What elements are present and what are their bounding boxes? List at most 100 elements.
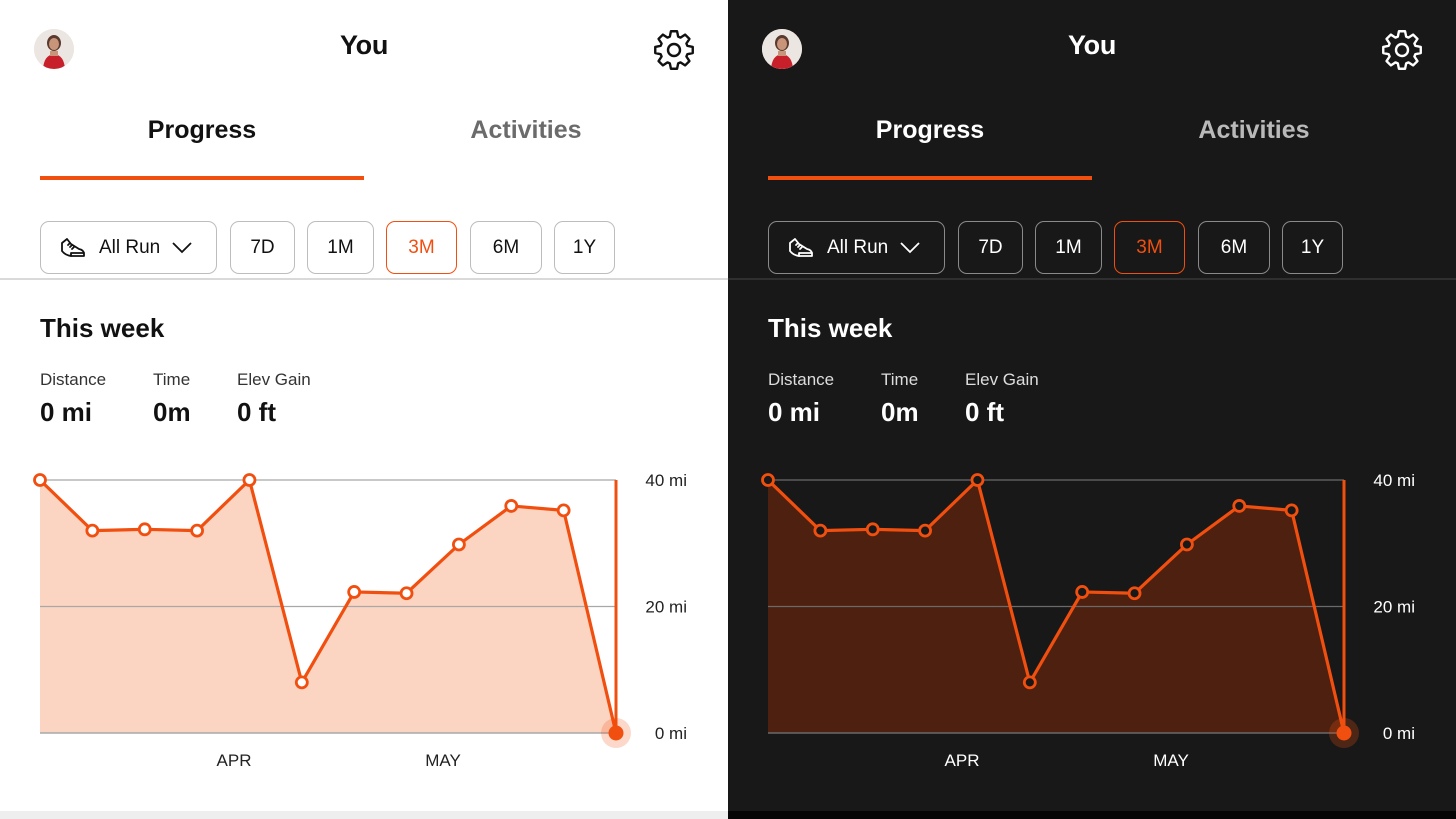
active-tab-indicator [40,176,364,180]
chevron-down-icon [172,241,192,253]
sport-type-label: All Run [99,236,161,258]
tab-bar: Progress Activities [0,100,728,280]
chart-point [1232,499,1247,513]
tab-progress[interactable]: Progress [875,116,985,144]
chart-point [294,675,309,690]
stat-time: Time 0m [881,370,919,428]
divider [0,278,728,280]
y-tick-label: 0 mi [1383,724,1415,743]
dark-theme-panel: You Progress Activities [728,0,1456,819]
range-3m-button[interactable]: 3M [386,221,457,274]
avatar[interactable] [34,29,74,69]
x-tick-label: MAY [1153,751,1189,770]
chart-point [1284,503,1299,518]
stat-label: Distance [40,370,107,389]
chart-line [38,478,618,734]
stat-distance: Distance 0 mi [40,370,106,428]
x-tick-label: APR [945,751,980,770]
shoe-icon [789,237,813,257]
light-theme-panel: You Progress Activities [0,0,728,819]
stat-value: 0 mi [768,397,821,427]
y-tick-label: 20 mi [1373,598,1415,617]
range-1y-button[interactable]: 1Y [554,221,615,274]
tab-activities[interactable]: Activities [1198,116,1310,144]
stat-label: Distance [768,370,835,389]
chevron-down-icon [900,241,920,253]
chart-point [1180,537,1194,552]
stat-elev-gain: Elev Gain 0 ft [965,370,1039,428]
range-7d-button[interactable]: 7D [230,221,295,274]
range-1m-button[interactable]: 1M [307,221,374,274]
chart-point [452,537,466,552]
stat-value: 0 ft [237,397,276,427]
chart-point [865,522,880,537]
range-6m-button[interactable]: 6M [1198,221,1270,274]
range-3m-button[interactable]: 3M [1114,221,1185,274]
range-6m-button[interactable]: 6M [470,221,542,274]
chart-point-selected [1336,725,1352,741]
header: You [728,0,1456,100]
stat-value: 0m [881,397,919,427]
chart-point [970,473,985,487]
stat-elev-gain: Elev Gain 0 ft [237,370,311,428]
this-week-heading: This week [40,313,165,343]
sport-type-label: All Run [827,236,889,258]
gear-icon[interactable] [652,28,696,72]
chart-point [761,473,775,487]
sport-type-dropdown[interactable]: All Run [768,221,945,274]
stat-value: 0m [153,397,191,427]
settings-gear-icon [1382,30,1422,70]
tab-progress[interactable]: Progress [147,116,257,144]
range-1y-button[interactable]: 1Y [1282,221,1343,274]
x-tick-label: MAY [425,751,461,770]
stat-value: 0 mi [40,397,93,427]
y-tick-label: 40 mi [1373,471,1415,490]
avatar[interactable] [762,29,802,69]
bottom-edge [728,811,1456,819]
chart-point [556,503,571,518]
y-tick-label: 40 mi [645,471,687,490]
chart-point [85,523,100,538]
chart-point [1127,586,1142,601]
this-week-heading: This week [768,313,893,343]
stat-distance: Distance 0 mi [768,370,834,428]
avatar-image [762,29,802,69]
chart-area [40,480,616,733]
y-tick-label: 20 mi [645,598,687,617]
chart-point [1022,675,1037,690]
stat-label: Elev Gain [965,370,1039,389]
chart-point [813,523,828,538]
y-tick-label: 0 mi [655,724,687,743]
page-title: You [339,30,389,60]
range-1m-button[interactable]: 1M [1035,221,1102,274]
tab-activities[interactable]: Activities [470,116,582,144]
chart-point [347,585,362,599]
weekly-distance-chart[interactable]: 40 mi 20 mi 0 mi APR MAY [728,455,1456,785]
header: You [0,0,728,100]
shoe-icon [61,237,85,257]
settings-gear-icon [654,30,694,70]
chart-point [504,499,519,513]
stat-label: Time [881,370,919,389]
chart-point [137,522,152,537]
chart-point [918,523,932,538]
active-tab-indicator [768,176,1092,180]
page-title: You [1067,30,1117,60]
chart-point [33,473,47,487]
stat-label: Elev Gain [237,370,311,389]
bottom-edge [0,811,728,819]
chart-point [1075,585,1090,599]
range-7d-button[interactable]: 7D [958,221,1023,274]
stat-label: Time [153,370,191,389]
divider [728,278,1456,280]
x-tick-label: APR [217,751,252,770]
sport-type-dropdown[interactable]: All Run [40,221,217,274]
weekly-distance-chart[interactable]: 40 mi 20 mi 0 mi APR MAY [0,455,728,785]
chart-area [768,480,1344,733]
stat-value: 0 ft [965,397,1004,427]
chart-point-selected [608,725,624,741]
chart-point [190,523,204,538]
stat-time: Time 0m [153,370,191,428]
gear-icon[interactable] [1380,28,1424,72]
